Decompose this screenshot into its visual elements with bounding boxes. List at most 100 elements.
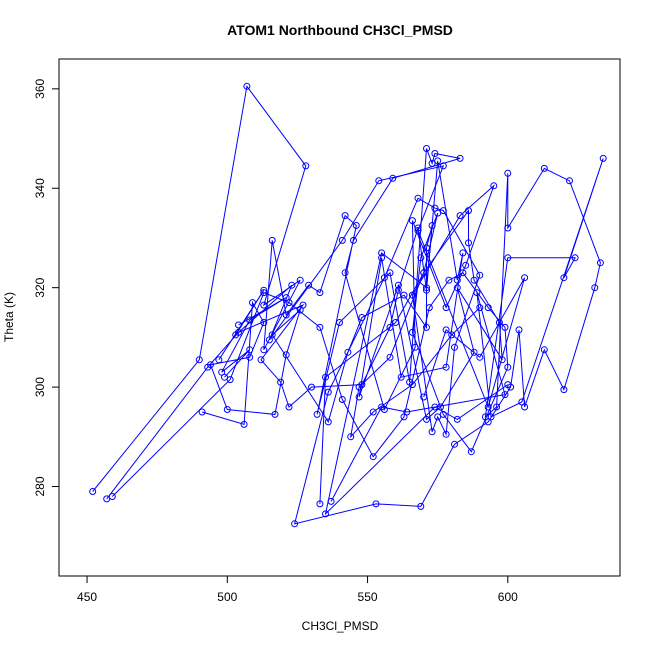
y-tick-label: 360 — [33, 78, 47, 98]
data-point — [476, 353, 484, 361]
data-point — [495, 319, 503, 326]
data-point — [473, 289, 481, 297]
data-point — [451, 440, 458, 448]
data-point — [369, 453, 377, 461]
data-point — [596, 259, 604, 267]
data-point — [308, 383, 315, 391]
data-point — [434, 413, 442, 421]
data-point — [428, 222, 436, 229]
data-point — [313, 410, 321, 418]
data-point — [408, 381, 416, 389]
series-layer — [89, 82, 607, 528]
data-point — [260, 319, 268, 326]
data-point — [218, 368, 226, 376]
x-tick-label: 500 — [217, 590, 237, 604]
data-point — [358, 314, 366, 321]
data-point — [355, 393, 363, 401]
data-point — [296, 276, 304, 284]
x-axis: 450 500 550 600 — [77, 575, 518, 604]
data-point — [442, 430, 450, 438]
data-point — [322, 510, 329, 518]
data-point — [501, 323, 509, 331]
data-point — [400, 413, 408, 421]
data-point — [257, 356, 265, 364]
data-point — [518, 398, 526, 406]
data-point — [476, 304, 484, 312]
data-point — [459, 269, 467, 277]
data-point — [515, 326, 523, 334]
data-point — [442, 363, 450, 371]
data-point — [322, 373, 329, 381]
data-point — [89, 488, 97, 495]
data-point — [285, 403, 293, 411]
data-point — [560, 386, 568, 394]
data-point — [394, 281, 402, 289]
data-point — [423, 415, 430, 423]
data-point — [378, 403, 386, 411]
data-point — [490, 182, 498, 190]
series-line — [218, 165, 526, 409]
data-point — [417, 254, 425, 262]
data-point — [246, 346, 254, 354]
series-line — [221, 297, 287, 378]
data-point — [504, 224, 512, 232]
data-point — [394, 286, 402, 294]
data-point — [560, 274, 568, 282]
y-axis-label: Theta (K) — [2, 292, 16, 342]
series-line — [92, 85, 604, 525]
data-point — [338, 396, 346, 403]
y-tick-label: 300 — [33, 377, 47, 397]
data-point — [344, 348, 352, 356]
data-point — [591, 284, 599, 292]
y-tick-label: 280 — [33, 476, 47, 496]
data-point — [386, 269, 394, 277]
data-point — [434, 209, 442, 217]
x-tick-label: 450 — [77, 590, 97, 604]
data-point — [268, 236, 276, 244]
data-point — [504, 363, 512, 371]
data-point — [504, 381, 512, 389]
data-point — [501, 391, 509, 399]
data-point — [341, 212, 349, 220]
data-point — [243, 82, 251, 90]
data-point — [341, 269, 349, 277]
data-point — [465, 207, 472, 215]
series-line — [106, 160, 503, 504]
data-point — [223, 406, 231, 413]
data-point — [571, 254, 579, 262]
data-point — [386, 323, 394, 331]
data-point — [260, 346, 268, 354]
data-point — [566, 177, 573, 185]
data-point — [282, 351, 290, 359]
data-point — [462, 261, 470, 269]
data-point — [428, 428, 436, 436]
data-point — [265, 336, 273, 344]
data-point — [408, 328, 416, 336]
data-point — [103, 495, 111, 503]
data-point — [226, 376, 234, 384]
data-point — [467, 448, 475, 456]
y-tick-label: 340 — [33, 178, 47, 198]
data-point — [260, 286, 268, 294]
data-point — [352, 222, 360, 229]
data-point — [378, 249, 386, 257]
data-point — [521, 274, 529, 282]
data-point — [414, 194, 422, 202]
data-point — [235, 321, 242, 329]
data-point — [456, 154, 464, 162]
y-tick-label: 320 — [33, 277, 47, 297]
data-point — [215, 356, 223, 364]
series-5 — [215, 162, 529, 411]
data-point — [291, 520, 299, 528]
data-point — [423, 284, 430, 292]
data-point — [484, 403, 492, 411]
data-point — [423, 323, 430, 331]
data-point — [282, 294, 290, 302]
data-point — [484, 304, 492, 312]
data-point — [431, 403, 439, 411]
data-point — [504, 254, 512, 262]
data-point — [397, 373, 405, 381]
data-point — [305, 281, 313, 289]
